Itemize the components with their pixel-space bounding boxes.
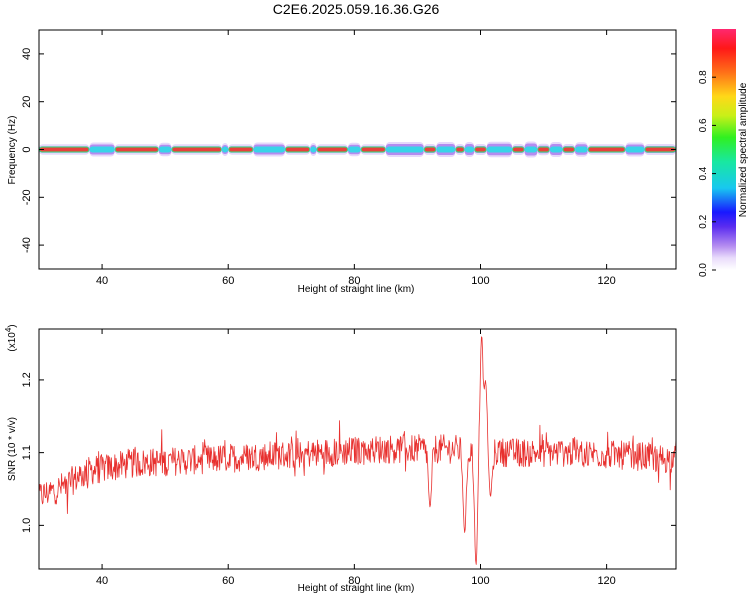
spectrogram-y-axis-title: Frequency (Hz): [7, 116, 18, 185]
spectrogram-x-axis-title: Height of straight line (km): [298, 284, 415, 295]
band-mid-3: [158, 146, 172, 153]
chart-title: C2E6.2025.059.16.36.G26: [273, 1, 440, 17]
band-mid-13: [385, 146, 424, 153]
spectrogram-y-tick-label: 20: [21, 96, 33, 108]
band-core-12: [361, 147, 385, 152]
snr-series-line: [39, 336, 676, 565]
band-mid-1: [89, 146, 115, 153]
band-mid-27: [625, 146, 645, 153]
band-mid-25: [575, 146, 588, 153]
spectrogram-ticks: 40 60 80 100 120 -40 -20 0 20 40: [21, 30, 676, 287]
exponent-close: ): [7, 324, 18, 327]
snr-x-tick-label: 80: [348, 575, 360, 587]
band-core-26: [588, 147, 625, 152]
band-core-0: [40, 147, 89, 152]
band-core-22: [538, 147, 549, 152]
snr-y-axis-title: SNR (10 * v/v): [7, 417, 18, 481]
band-mid-23: [549, 146, 563, 153]
colorbar-tick-label: 0.4: [698, 166, 709, 180]
band-core-28: [645, 147, 675, 152]
snr-exponent-label: (x104): [4, 324, 18, 351]
spectrogram-x-tick-label: 120: [597, 275, 615, 287]
snr-x-tick-label: 60: [222, 575, 234, 587]
band-mid-11: [348, 146, 361, 153]
snr-x-tick-label: 120: [597, 575, 615, 587]
band-core-18: [475, 147, 486, 152]
snr-frame: [38, 328, 677, 570]
band-mid-15: [436, 146, 456, 153]
band-core-2: [115, 147, 158, 152]
svg-text:(x104): (x104): [4, 324, 18, 351]
snr-x-tick-label: 100: [471, 575, 489, 587]
exponent-power: 4: [4, 327, 13, 332]
colorbar-tick-label: 0.2: [698, 214, 709, 228]
band-core-8: [285, 147, 310, 152]
spectrogram-x-tick-label: 40: [96, 275, 108, 287]
snr-y-tick-label: 1.2: [21, 372, 33, 387]
spectrogram-x-tick-label: 80: [348, 275, 360, 287]
band-mid-17: [464, 146, 475, 153]
band-core-6: [229, 147, 253, 152]
snr-y-tick-label: 1.1: [21, 445, 33, 460]
band-core-16: [456, 147, 464, 152]
spectrogram-band: [39, 141, 676, 158]
snr-x-axis-title: Height of straight line (km): [298, 583, 415, 594]
band-core-20: [513, 147, 524, 152]
spectrogram-y-tick-label: 0: [21, 146, 33, 152]
spectrogram-y-tick-label: -40: [21, 237, 33, 253]
band-core-24: [563, 147, 575, 152]
colorbar-ticks: 0.0 0.2 0.4 0.6 0.8: [698, 70, 716, 277]
band-mid-9: [310, 146, 317, 153]
spectrogram-x-tick-label: 100: [471, 275, 489, 287]
band-core-14: [424, 147, 436, 152]
spectrogram-panel: 40 60 80 100 120 -40 -20 0 20 40 Height of straig…: [7, 29, 677, 295]
snr-x-tick-label: 40: [96, 575, 108, 587]
snr-y-tick-label: 1.0: [21, 518, 33, 533]
colorbar-title: Normalized spectral amplitude: [738, 82, 749, 217]
band-mid-5: [221, 146, 229, 153]
colorbar-tick-label: 0.6: [698, 118, 709, 132]
colorbar-tick-label: 0.8: [698, 70, 709, 84]
band-mid-7: [253, 146, 285, 153]
spectrogram-y-tick-label: 40: [21, 48, 33, 60]
spectrogram-x-tick-label: 60: [222, 275, 234, 287]
band-mid-19: [486, 146, 513, 153]
band-core-10: [317, 147, 348, 152]
colorbar-gradient: [712, 29, 736, 270]
colorbar: 0.0 0.2 0.4 0.6 0.8 Normalized spectral ampl…: [698, 29, 749, 277]
snr-panel: 40 60 80 100 120 1.0 1.1 1.2 Height of straight…: [4, 324, 677, 594]
exponent-base: (x10: [7, 332, 18, 352]
band-core-4: [172, 147, 221, 152]
snr-ticks: 40 60 80 100 120 1.0 1.1 1.2: [21, 329, 676, 587]
band-mid-21: [524, 146, 538, 153]
colorbar-tick-label: 0.0: [698, 263, 709, 277]
spectrogram-y-tick-label: -20: [21, 189, 33, 205]
